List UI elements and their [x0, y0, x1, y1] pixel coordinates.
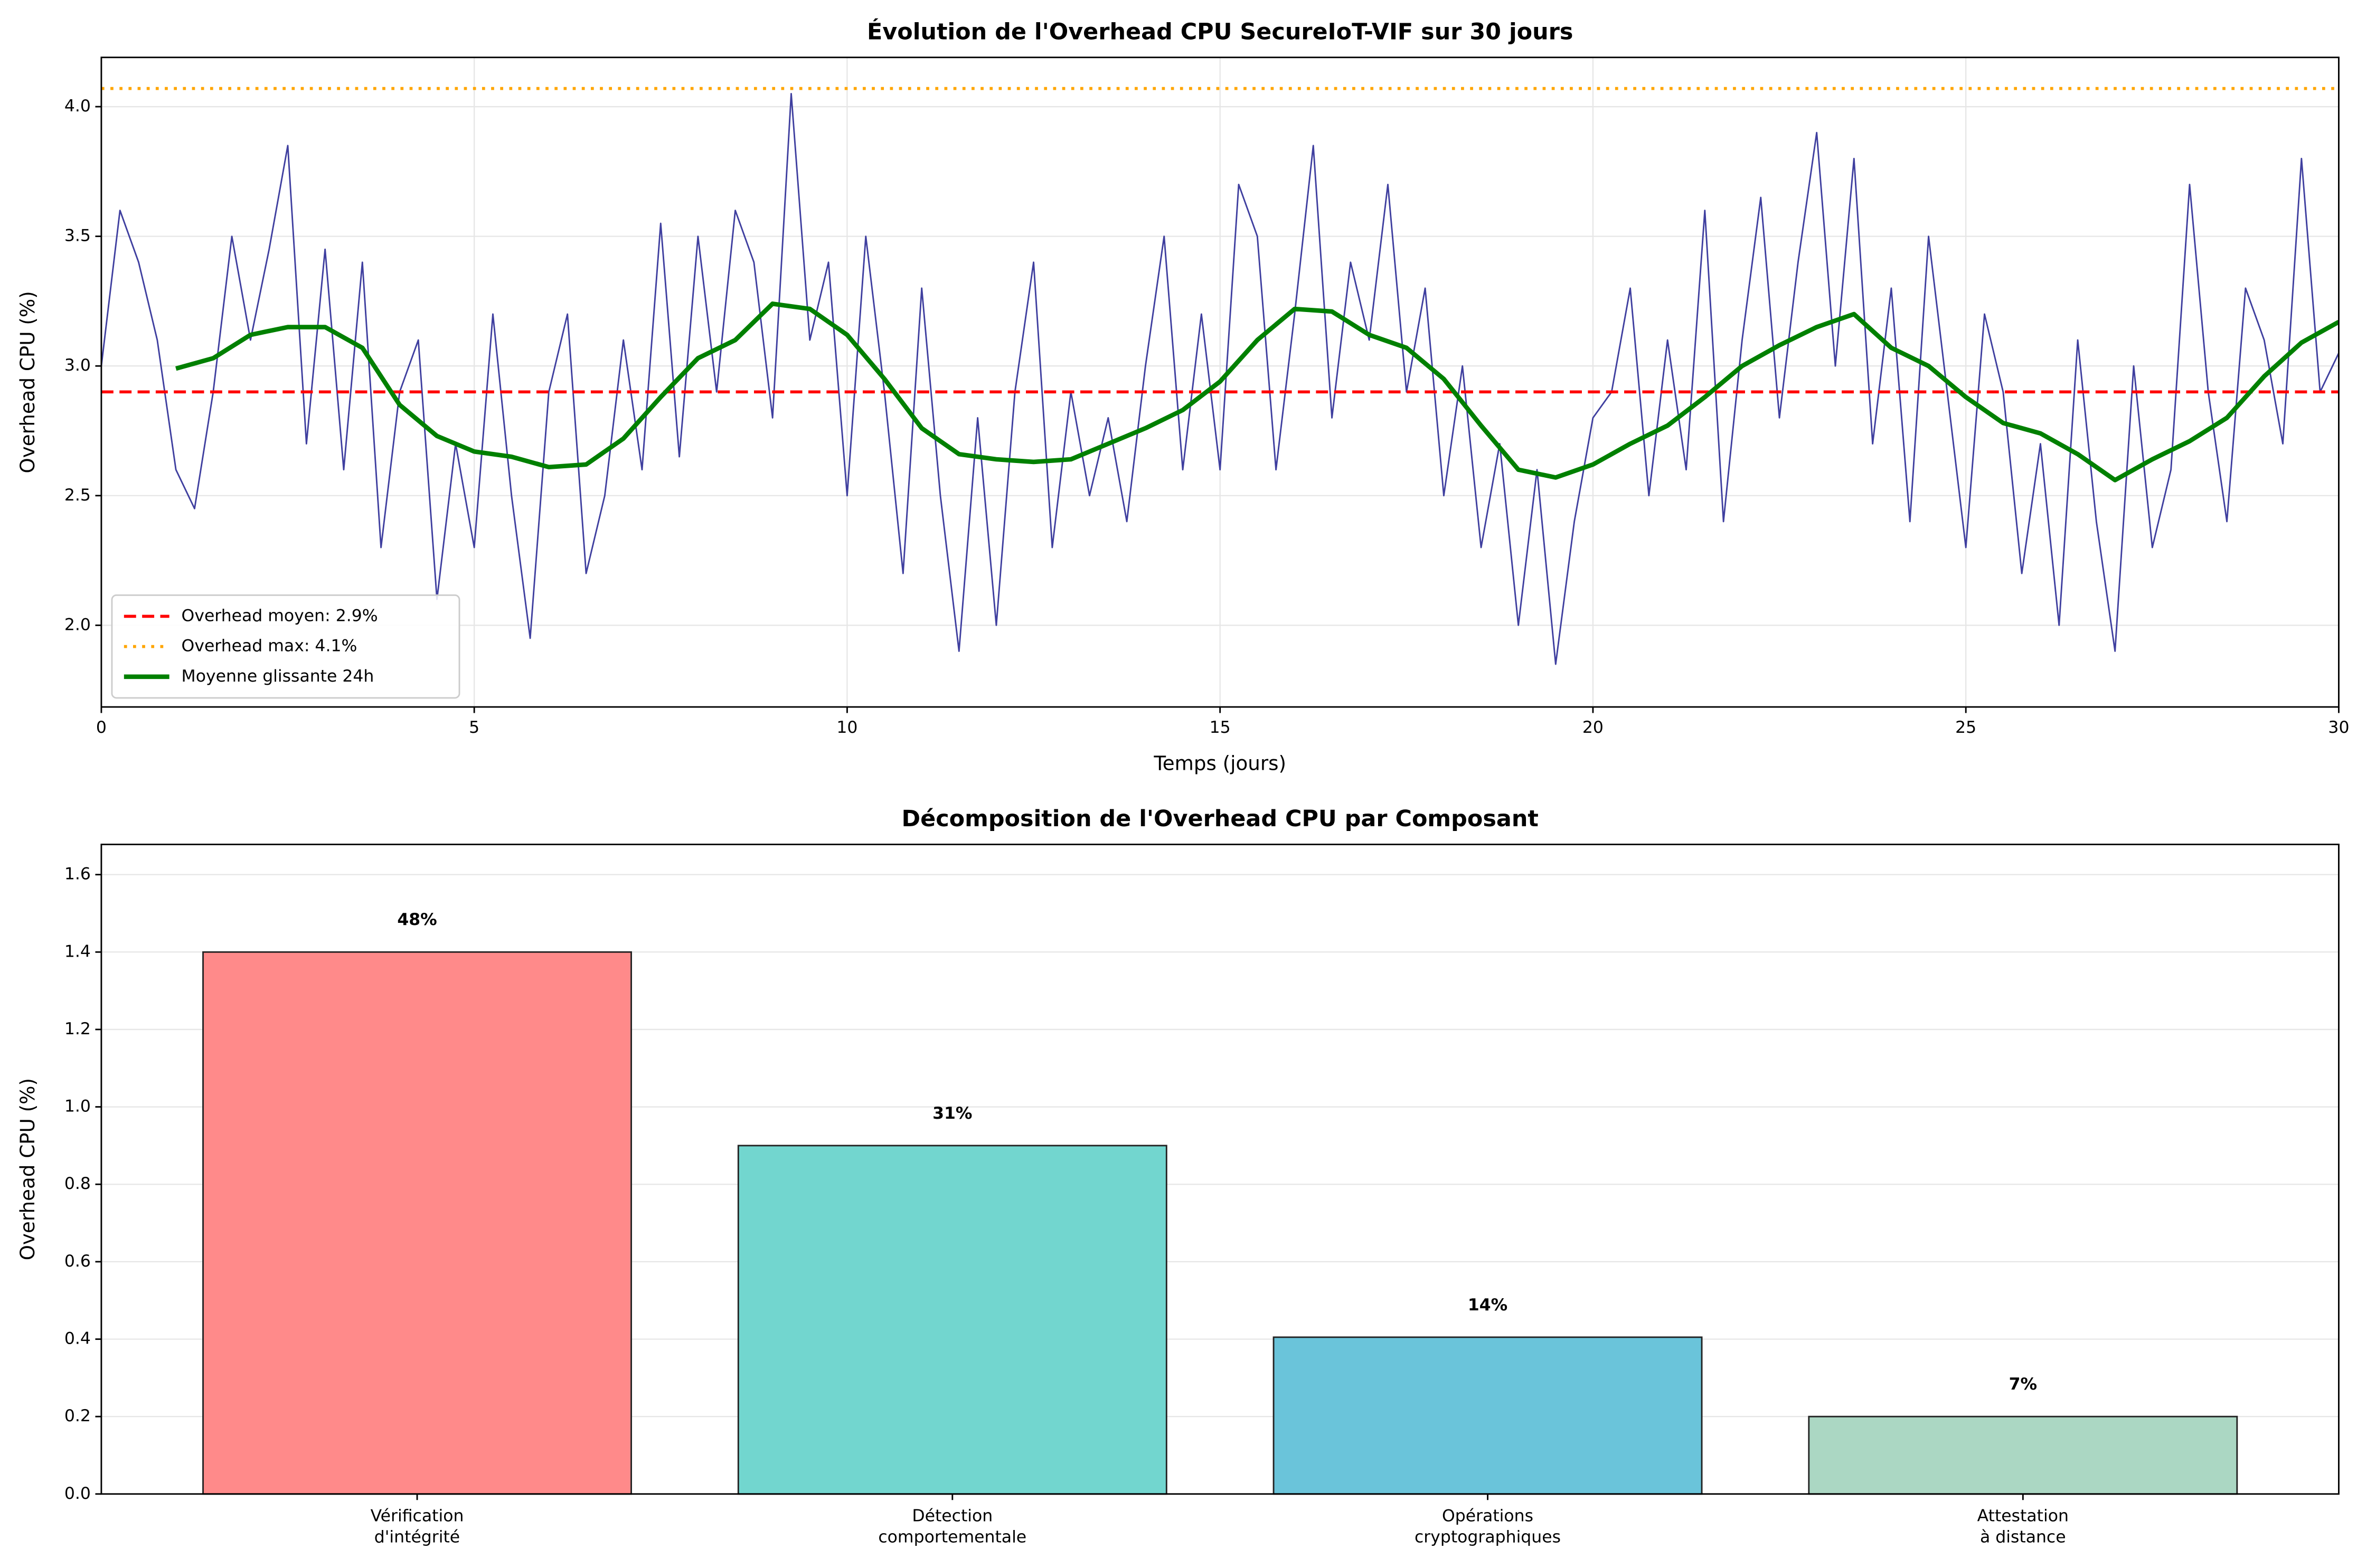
x-tick-label: 15 [1210, 718, 1231, 737]
legend-label: Moyenne glissante 24h [182, 667, 374, 686]
chart-title: Décomposition de l'Overhead CPU par Comp… [901, 806, 1538, 832]
y-tick-label: 0.6 [64, 1252, 91, 1271]
y-tick-label: 0.4 [64, 1329, 91, 1348]
x-axis-label: Temps (jours) [1153, 751, 1286, 774]
y-tick-label: 1.2 [64, 1019, 91, 1038]
y-tick-label: 3.0 [64, 356, 91, 375]
x-tick-label-box: Opérations cryptographiques [1414, 1506, 1561, 1547]
x-tick-label: Attestation à distance [1977, 1506, 2069, 1547]
bar [202, 951, 632, 1495]
y-tick-label: 1.0 [64, 1097, 91, 1116]
y-tick-label: 2.0 [64, 615, 91, 634]
x-tick-label-box: Attestation à distance [1977, 1506, 2069, 1547]
y-tick-label: 3.5 [64, 226, 91, 245]
y-tick-label: 1.4 [64, 942, 91, 961]
y-tick-label: 0.0 [64, 1484, 91, 1503]
x-tick-label: Détection comportementale [878, 1506, 1027, 1547]
bar-annotation: 48% [397, 910, 437, 929]
y-tick-label: 4.0 [64, 97, 91, 116]
legend-label: Overhead moyen: 2.9% [182, 606, 378, 625]
series-line [101, 93, 2339, 665]
y-tick-label: 1.6 [64, 865, 91, 884]
bar-annotation: 7% [2009, 1375, 2037, 1394]
y-tick-label: 0.8 [64, 1174, 91, 1193]
bar [737, 1145, 1167, 1495]
series-line [175, 301, 2339, 483]
x-tick-label: 25 [1955, 718, 1976, 737]
x-tick-label-box: Vérification d'intégrité [370, 1506, 464, 1547]
x-tick-label: 10 [836, 718, 857, 737]
x-tick-label: Vérification d'intégrité [370, 1506, 464, 1547]
y-axis-label: Overhead CPU (%) [16, 291, 39, 473]
bar [1808, 1415, 2238, 1495]
y-tick-label: 2.5 [64, 486, 91, 505]
plot-frame [100, 844, 2340, 1495]
x-tick-label: 20 [1582, 718, 1604, 737]
x-tick-label-box: Détection comportementale [878, 1506, 1027, 1547]
bar-annotation: 14% [1468, 1296, 1507, 1315]
legend-label: Overhead max: 4.1% [182, 637, 357, 656]
x-tick-label: 0 [96, 718, 107, 737]
y-tick-label: 0.2 [64, 1406, 91, 1425]
plot-frame [100, 56, 2340, 708]
legend-box [111, 594, 460, 699]
chart-title: Évolution de l'Overhead CPU SecureIoT-VI… [867, 18, 1573, 45]
y-axis-label: Overhead CPU (%) [16, 1078, 39, 1260]
bar-annotation: 31% [932, 1104, 972, 1123]
x-tick-label: 30 [2328, 718, 2349, 737]
x-tick-label: 5 [469, 718, 479, 737]
bar [1272, 1336, 1703, 1495]
x-tick-label: Opérations cryptographiques [1414, 1506, 1561, 1547]
